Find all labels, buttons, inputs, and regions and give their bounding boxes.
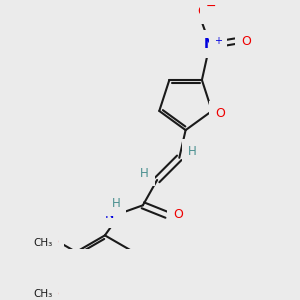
Text: N: N <box>105 208 114 221</box>
Text: O: O <box>48 288 58 300</box>
Text: O: O <box>197 4 207 18</box>
Text: N: N <box>204 38 216 51</box>
Text: O: O <box>241 35 251 48</box>
Text: +: + <box>214 36 222 46</box>
Text: O: O <box>215 107 225 120</box>
Text: H: H <box>188 145 196 158</box>
Text: H: H <box>140 167 149 180</box>
Text: CH₃: CH₃ <box>34 238 53 248</box>
Text: −: − <box>206 0 217 13</box>
Text: O: O <box>48 236 58 249</box>
Text: CH₃: CH₃ <box>34 290 53 299</box>
Text: H: H <box>112 197 120 210</box>
Text: O: O <box>173 208 183 221</box>
